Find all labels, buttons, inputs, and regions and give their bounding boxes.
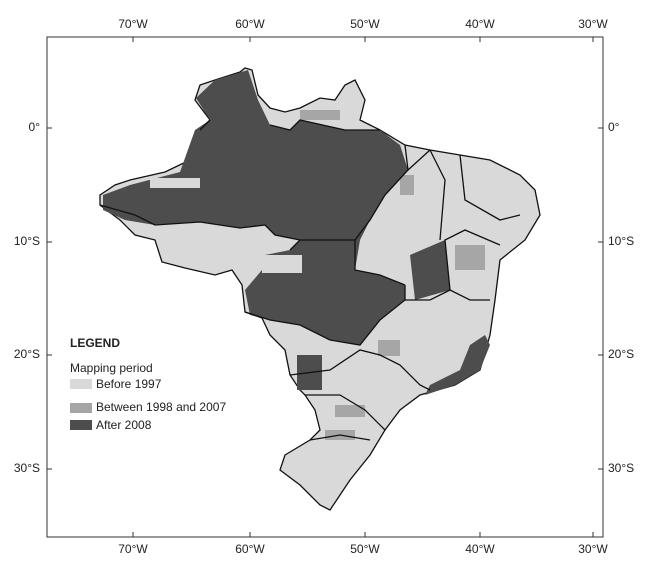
map-frame — [46, 36, 604, 538]
latitude-label: 20°S — [14, 347, 40, 361]
map-shape — [99, 144, 409, 241]
latitude-label: 30°S — [14, 461, 40, 475]
map-shape — [400, 175, 414, 195]
legend-subtitle: Mapping period — [70, 361, 153, 375]
legend-swatch — [70, 379, 92, 389]
map-shape — [289, 349, 431, 391]
map-shape — [199, 119, 301, 251]
longitude-label: 30°W — [578, 542, 608, 556]
map-shape — [407, 149, 521, 291]
longitude-label: 50°W — [350, 17, 380, 31]
map-shape — [305, 394, 386, 431]
latitude-label: 0° — [608, 120, 620, 134]
latitude-label: 0° — [29, 120, 41, 134]
latitude-label: 10°S — [608, 234, 634, 248]
latitude-label: 20°S — [608, 347, 634, 361]
map-shape — [410, 240, 450, 300]
longitude-label: 30°W — [578, 17, 608, 31]
longitude-label: 40°W — [465, 542, 495, 556]
legend-label: Before 1997 — [96, 377, 162, 391]
longitude-label: 70°W — [118, 17, 148, 31]
longitude-label: 50°W — [350, 542, 380, 556]
state-borders — [99, 119, 521, 441]
map-shape — [455, 245, 485, 270]
longitude-label: 60°W — [235, 542, 265, 556]
legend-title: LEGEND — [70, 336, 120, 350]
map-shape — [354, 240, 406, 286]
legend-label: After 2008 — [96, 418, 152, 432]
latitude-label: 10°S — [14, 234, 40, 248]
map-shape — [300, 110, 340, 120]
longitude-label: 60°W — [235, 17, 265, 31]
latitude-label: 30°S — [608, 461, 634, 475]
map-shape — [150, 178, 200, 188]
map-shape — [269, 119, 380, 131]
legend-label: Between 1998 and 2007 — [96, 400, 226, 414]
map-shape — [262, 255, 302, 273]
map-shape — [205, 228, 233, 258]
map-shape — [244, 285, 406, 346]
unmapped-gaps — [150, 178, 302, 273]
longitude-label: 40°W — [465, 17, 495, 31]
map-shape — [378, 340, 400, 356]
map-shape — [309, 434, 371, 441]
legend-swatch — [70, 420, 92, 430]
map-shape — [425, 335, 490, 395]
legend-swatch — [70, 403, 92, 413]
ticks — [47, 37, 603, 537]
longitude-label: 70°W — [118, 542, 148, 556]
map-shape — [335, 405, 365, 417]
map-shape — [103, 70, 408, 345]
